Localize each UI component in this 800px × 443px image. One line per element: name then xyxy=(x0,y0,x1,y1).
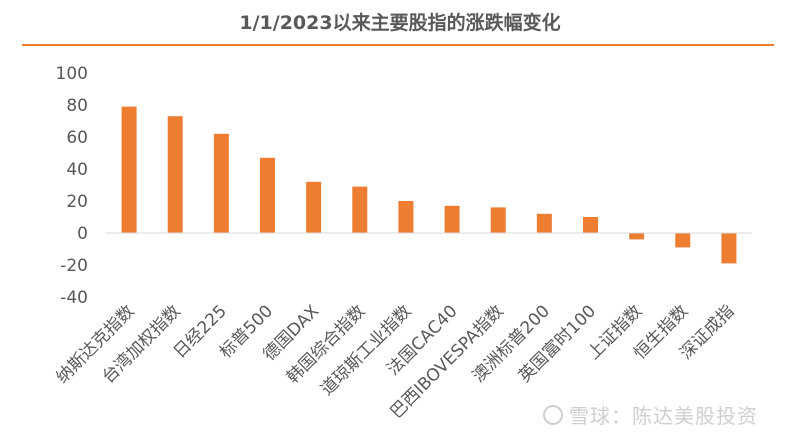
y-tick-label: 20 xyxy=(66,192,88,212)
y-tick-label: -40 xyxy=(60,288,88,308)
bar xyxy=(583,217,598,233)
watermark: 雪球：陈达美股投资 xyxy=(543,400,758,429)
title-divider xyxy=(22,44,774,46)
y-tick-label: -20 xyxy=(60,256,88,276)
snowball-logo-icon xyxy=(543,404,563,425)
chart-title: 1/1/2023以来主要股指的涨跌幅变化 xyxy=(239,12,561,34)
bar xyxy=(352,186,368,233)
bar xyxy=(121,106,137,233)
bar xyxy=(260,157,275,233)
y-tick-label: 80 xyxy=(66,96,88,116)
bar xyxy=(398,201,414,233)
bar xyxy=(306,181,322,233)
bar xyxy=(213,133,229,233)
bar-series xyxy=(121,106,737,264)
y-tick-label: 40 xyxy=(66,160,88,180)
watermark-text: 雪球：陈达美股投资 xyxy=(569,404,758,428)
x-tick-label: 纳斯达克指数 xyxy=(52,301,138,387)
bar xyxy=(675,233,691,248)
y-tick-label: 0 xyxy=(77,224,88,244)
bar xyxy=(536,213,552,233)
y-axis: 100 80 60 40 20 0 -20 -40 xyxy=(56,64,88,308)
bar xyxy=(629,233,645,240)
bar xyxy=(167,116,183,233)
bar xyxy=(490,207,506,233)
bar xyxy=(444,205,460,233)
bar xyxy=(721,233,737,264)
y-tick-label: 100 xyxy=(56,64,88,84)
y-tick-label: 60 xyxy=(66,128,88,148)
